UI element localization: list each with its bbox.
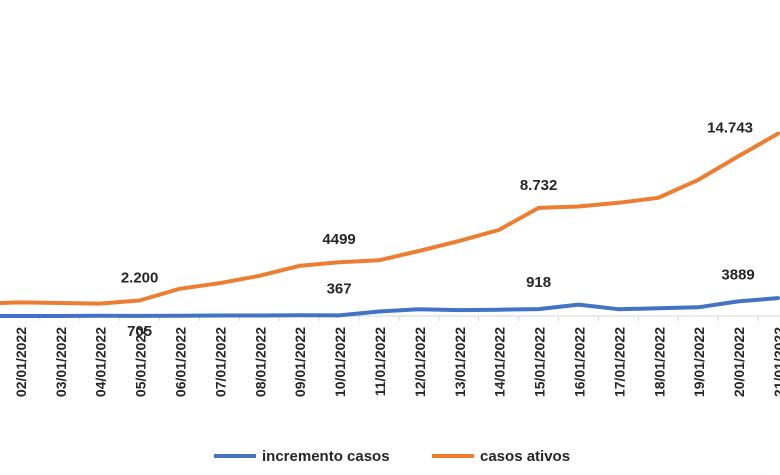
x-tick-label: 02/01/2022 [13,327,29,397]
x-tick-label: 08/01/2022 [252,327,268,397]
x-tick-label: 12/01/2022 [412,327,428,397]
x-tick-label: 14/01/2022 [492,327,508,397]
series-line-incremento-casos [0,296,780,318]
x-tick-label: 19/01/2022 [691,327,707,397]
series-layer [0,131,780,318]
data-label: 705 [127,323,152,340]
data-label: 8.732 [520,177,558,194]
data-label: 4499 [322,231,355,248]
x-tick-label: 09/01/2022 [292,327,308,397]
x-tick-label: 13/01/2022 [452,327,468,397]
x-tick-label: 11/01/2022 [372,327,388,397]
x-tick-label: 17/01/2022 [611,327,627,397]
series-line-casos-ativos [0,131,780,306]
x-tick-label: 10/01/2022 [332,327,348,397]
x-tick-label-layer: 02/01/2022 03/01/2022 04/01/2022 05/01/2022… [13,327,780,397]
legend: incremento casos casos ativos [214,448,570,465]
data-label: 3889 [721,266,754,283]
x-tick-label: 03/01/2022 [53,327,69,397]
x-tick-label: 15/01/2022 [532,327,548,397]
x-tick-label: 21/01/2022 [771,327,780,397]
x-tick-label: 07/01/2022 [212,327,228,397]
legend-label-incremento-casos: incremento casos [262,448,390,465]
data-label: 367 [327,280,352,297]
legend-label-casos-ativos: casos ativos [480,448,570,465]
data-label: 14.743 [707,119,753,136]
x-tick-label: 04/01/2022 [93,327,109,397]
x-tick-label: 05/01/2022 [133,327,149,397]
data-label: 2.200 [121,270,159,287]
data-label: 918 [526,274,551,291]
x-tick-label: 18/01/2022 [651,327,667,397]
x-tick-label: 16/01/2022 [572,327,588,397]
x-tick-label: 06/01/2022 [173,327,189,397]
x-tick-label: 20/01/2022 [731,327,747,397]
